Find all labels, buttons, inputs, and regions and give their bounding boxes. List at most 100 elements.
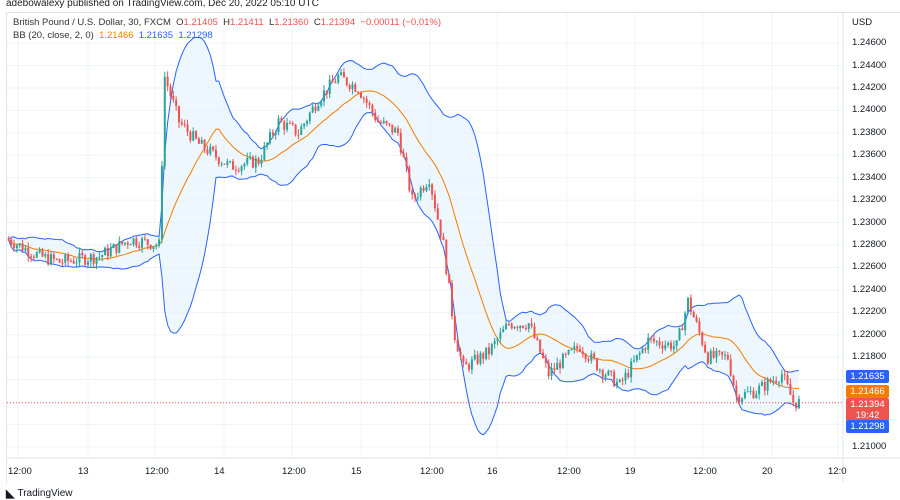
candle-body <box>692 311 695 318</box>
candle-body <box>408 166 411 191</box>
bb-basis-value: 1.21466 <box>99 30 134 41</box>
bb-basis-line <box>8 90 799 389</box>
candle-body <box>203 139 206 150</box>
candle-body <box>559 362 562 369</box>
candle-body <box>166 76 169 87</box>
bb-lower-line <box>7 111 799 436</box>
candle-body <box>644 348 647 350</box>
candle-body <box>237 170 240 172</box>
price-tick: 1.21800 <box>852 351 887 363</box>
candle-body <box>667 342 670 346</box>
candle-body <box>792 394 795 403</box>
candle-body <box>445 240 448 274</box>
candle-body <box>661 345 664 349</box>
candle-body <box>266 142 269 146</box>
price-tick: 1.23000 <box>852 216 887 228</box>
candle-body <box>308 112 311 121</box>
candle-body <box>419 187 422 198</box>
time-tick: 12:00 <box>420 466 444 477</box>
candle-body <box>505 323 508 330</box>
candle-body <box>95 257 98 264</box>
candle-body <box>598 369 601 371</box>
candle-body <box>681 328 684 331</box>
candle-body <box>485 347 488 359</box>
candle-body <box>24 247 27 251</box>
time-tick: 19 <box>625 466 636 477</box>
currency-label: USD <box>852 17 873 28</box>
candle-body <box>195 131 198 139</box>
candle-body <box>388 123 391 125</box>
candle-body <box>743 392 746 399</box>
candle-body <box>257 158 260 164</box>
candle-body <box>635 354 638 361</box>
candle-body <box>655 341 658 343</box>
candle-body <box>92 254 95 264</box>
candle-body <box>135 238 138 246</box>
candle-body <box>35 252 38 258</box>
candle-body <box>234 169 237 171</box>
candle-body <box>217 157 220 164</box>
candle-body <box>69 260 72 262</box>
candle-body <box>149 244 152 249</box>
candle-body <box>687 297 690 313</box>
high-label: H <box>223 17 231 28</box>
price-tick: 1.22600 <box>852 261 887 273</box>
candle-body <box>325 90 328 95</box>
candle-body <box>345 77 348 85</box>
candle-body <box>209 146 212 154</box>
candle-body <box>342 72 345 78</box>
candle-body <box>530 323 533 327</box>
candle-body <box>160 166 163 240</box>
candle-body <box>402 152 405 158</box>
candle-body <box>797 399 800 409</box>
candle-body <box>487 347 490 355</box>
candle-body <box>379 122 382 124</box>
candle-body <box>72 260 75 264</box>
candle-body <box>456 339 459 352</box>
price-tick: 1.21000 <box>852 441 887 452</box>
candle-body <box>288 123 291 125</box>
candle-body <box>536 337 539 340</box>
time-tick: 16 <box>487 466 498 477</box>
candle-body <box>323 90 326 102</box>
candle-body <box>468 364 471 370</box>
candle-body <box>206 149 209 154</box>
chart-frame[interactable] <box>6 12 900 483</box>
candle-body <box>30 256 33 258</box>
candle-body <box>263 145 266 160</box>
candle-body <box>249 156 252 158</box>
candle-body <box>556 362 559 370</box>
candle-body <box>226 161 229 165</box>
candle-body <box>425 186 428 191</box>
candle-body <box>715 350 718 358</box>
candle-body <box>283 121 286 130</box>
bb-lower-tag: 1.21298 <box>846 420 889 433</box>
price-tick: 1.23200 <box>852 194 887 206</box>
candle-body <box>650 337 653 339</box>
candle-body <box>354 84 357 92</box>
candle-body <box>178 106 180 123</box>
candle-body <box>712 351 715 358</box>
candle-body <box>362 97 365 99</box>
candle-body <box>180 122 183 125</box>
candle-body <box>527 323 530 330</box>
candle-body <box>396 128 399 133</box>
candle-body <box>453 316 456 340</box>
price-tick: 1.22000 <box>852 328 887 340</box>
price-tick: 1.22400 <box>852 283 887 295</box>
candle-body <box>115 244 118 253</box>
candle-body <box>67 254 70 261</box>
indicator-legend[interactable]: BB (20, close, 2, 0) 1.21466 1.21635 1.2… <box>13 30 213 41</box>
candle-body <box>422 187 425 191</box>
candle-body <box>590 353 593 361</box>
candle-body <box>462 356 465 363</box>
candle-body <box>704 344 707 353</box>
candle-body <box>121 241 124 245</box>
candle-body <box>232 161 235 170</box>
candle-body <box>106 247 109 257</box>
tradingview-logo[interactable]: ◣ TradingView <box>6 487 73 500</box>
candle-body <box>118 241 121 253</box>
candle-body <box>197 138 200 144</box>
candle-body <box>647 337 650 350</box>
